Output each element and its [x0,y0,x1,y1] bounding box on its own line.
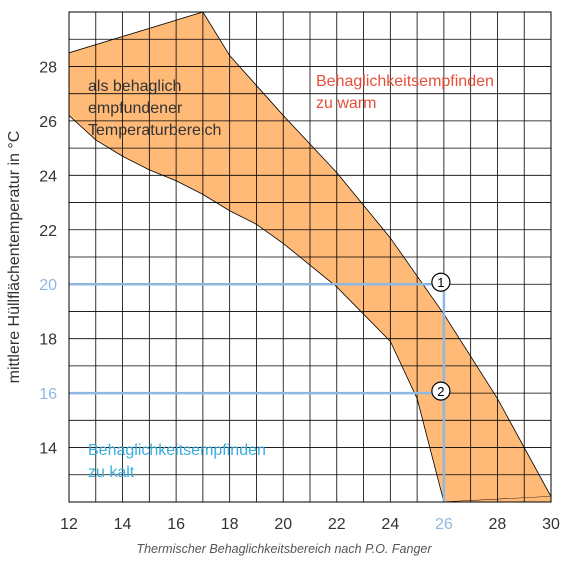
marker-label: 1 [437,275,444,290]
region-label-cold-line: Behaglichkeitsempfinden [88,442,266,459]
y-tick-label: 26 [39,114,57,131]
marker-label: 2 [437,384,444,399]
x-tick-label: 12 [60,516,78,533]
y-tick-label: 28 [39,59,57,76]
grid-layer [69,12,551,502]
y-tick-label: 22 [39,223,57,240]
region-label-cold-line: zu kalt [88,464,135,481]
x-tick-label: 22 [328,516,346,533]
region-label-warm-line: Behaglichkeitsempfinden [316,73,494,90]
y-tick-label: 18 [39,332,57,349]
x-tick-label: 20 [274,516,292,533]
x-tick-label: 14 [114,516,132,533]
x-tick-label: 28 [489,516,507,533]
plot-frame [68,11,552,503]
region-label-warm: Behaglichkeitsempfinden zu warm [316,73,494,112]
x-tick-label: 16 [167,516,185,533]
marker-circle [431,381,451,401]
annotations-layer: als behaglich empfundener Temperaturbereic… [88,73,494,481]
x-tick-label: 24 [381,516,399,533]
x-tick-label: 30 [542,516,560,533]
comfort-zone-label-line: empfundener [88,100,183,117]
y-tick-label: 20 [39,277,57,294]
y-tick-label: 16 [39,386,57,403]
markers-layer: 12 [431,272,451,401]
region-label-cold: Behaglichkeitsempfinden zu kalt [88,442,266,481]
y-tick-label: 14 [39,441,57,458]
x-tick-label: 18 [221,516,239,533]
y-axis-label: mittlere Hüllflächentemperatur in °C [6,131,23,384]
comfort-zone-label-line: Temperaturbereich [88,122,221,139]
comfort-zone-label-line: als behaglich [88,78,181,95]
marker-circle [431,272,451,292]
chart-caption: Thermischer Behaglichkeitsbereich nach P… [136,542,432,556]
x-tick-label: 26 [435,516,453,533]
region-label-warm-line: zu warm [316,95,376,112]
y-tick-label: 24 [39,168,57,185]
comfort-zone-label: als behaglich empfundener Temperaturbereic… [88,78,221,139]
